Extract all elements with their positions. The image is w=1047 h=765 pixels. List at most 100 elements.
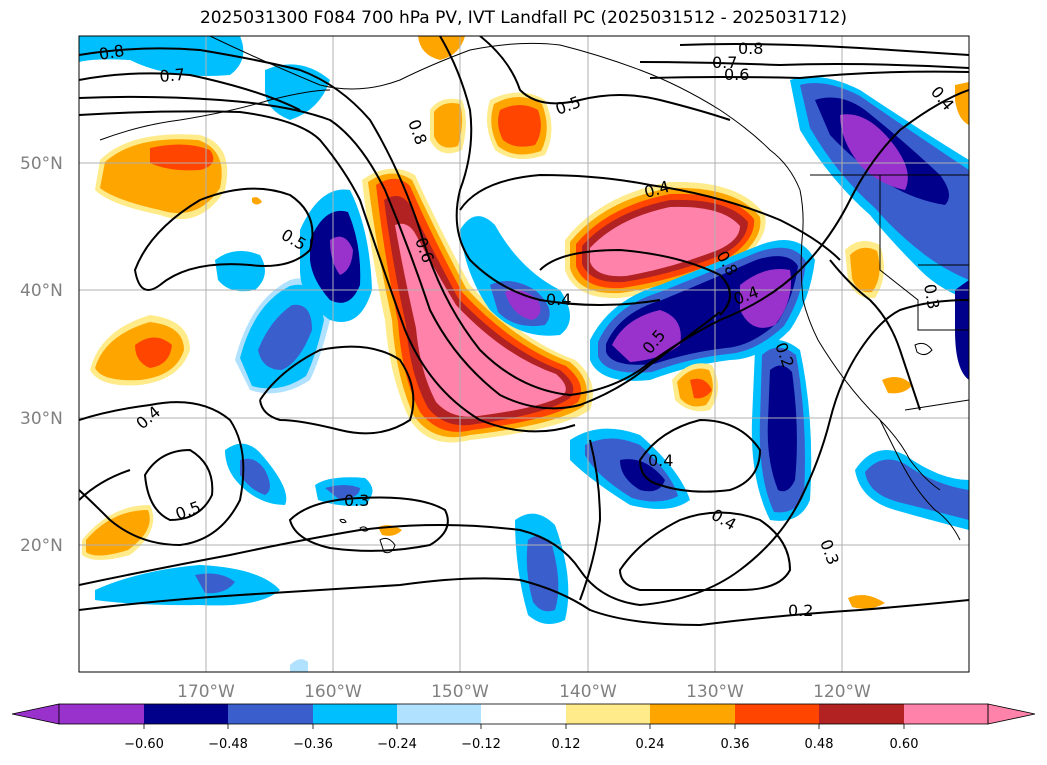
colorbar-seg-1 <box>59 704 144 724</box>
contour-08-right <box>679 43 969 56</box>
shade-purple-ne <box>840 114 908 190</box>
coast-baja <box>879 419 961 541</box>
shade-pink-streak <box>395 223 566 417</box>
colorbar-seg-5 <box>397 704 481 724</box>
contour-03-right <box>799 299 969 501</box>
lat-tick-labels: 50°N 40°N 30°N 20°N <box>20 154 63 556</box>
colorbar-seg-11 <box>904 704 988 724</box>
colorbar-label: 0.24 <box>636 737 665 752</box>
colorbar-seg-4 <box>313 704 397 724</box>
shade-purple-band1 <box>612 310 681 362</box>
map-grid <box>79 36 969 672</box>
contour-big-south2 <box>79 577 969 627</box>
shade-orange-top150w <box>418 36 465 60</box>
shade-royal-170w15 <box>195 573 235 594</box>
shade-royal-143w18 <box>526 536 559 612</box>
shade-cyan-top <box>265 64 330 120</box>
border-mexico <box>904 399 969 411</box>
colorbar-label: 0.12 <box>552 737 581 752</box>
shade-pink-135w <box>590 206 740 277</box>
colorbar-label: −0.60 <box>124 737 164 752</box>
shade-orange-116w <box>955 82 969 125</box>
border-states1 <box>879 175 969 331</box>
contour-04-se <box>618 511 792 592</box>
shade-orange-120w42b <box>850 247 880 293</box>
colorbar-label: −0.12 <box>461 737 501 752</box>
pv-contours <box>79 36 969 627</box>
contour-vertical-center <box>579 439 602 601</box>
coast-hawaii1 <box>379 537 396 554</box>
lon-tick-170w: 170°W <box>177 682 235 702</box>
colorbar-label: −0.36 <box>293 737 333 752</box>
contour-07-left <box>79 72 301 111</box>
lon-tick-120w: 120°W <box>813 682 871 702</box>
shade-orange-117w14 <box>848 594 885 609</box>
lon-tick-150w: 150°W <box>431 682 489 702</box>
coast-aleutians <box>99 89 331 141</box>
shade-red-145w <box>498 105 541 147</box>
colorbar-seg-10 <box>819 704 904 724</box>
contour-label: 0.4 <box>648 451 673 470</box>
colorbar-label: −0.24 <box>377 737 417 752</box>
contour-04-left <box>79 401 245 547</box>
contour-label: 0.3 <box>344 491 369 510</box>
shade-royal-157w24 <box>325 485 360 500</box>
contour-08-top <box>79 47 301 71</box>
shade-navy-col <box>767 365 797 492</box>
shade-purple-158w <box>330 236 353 275</box>
contour-05-left <box>143 448 214 522</box>
contour-label: 0.8 <box>97 41 125 64</box>
colorbar-label: −0.48 <box>208 737 248 752</box>
colorbar-seg-7 <box>566 704 650 724</box>
shade-orange-148w55b <box>434 103 463 148</box>
chart-title: 2025031300 F084 700 hPa PV, IVT Landfall… <box>199 8 847 28</box>
shade-royal-ssw <box>865 459 969 520</box>
colorbar-label: 0.36 <box>721 737 750 752</box>
contour-mid-loop <box>259 345 415 435</box>
contour-04-mid2 <box>638 418 762 493</box>
shade-red-left35 <box>135 337 172 368</box>
contour-label: 0.3 <box>920 282 943 310</box>
contour-06-right <box>649 70 969 80</box>
shade-purple-band2 <box>740 269 791 328</box>
shade-red-left50 <box>150 144 214 171</box>
colorbar-extend-right <box>987 703 1036 725</box>
lat-tick-40n: 40°N <box>20 281 63 301</box>
shade-orange-117w31 <box>882 376 912 394</box>
colorbar-seg-8 <box>650 704 735 724</box>
contour-05-north <box>479 36 731 121</box>
coast-hawaii3 <box>339 518 347 524</box>
coast-island-se <box>914 342 933 356</box>
colorbar-outline <box>58 703 989 725</box>
shade-cyan-b <box>290 659 308 672</box>
contour-label: 0.4 <box>546 290 571 309</box>
lon-tick-160w: 160°W <box>304 682 362 702</box>
colorbar-seg-3 <box>228 704 313 724</box>
contour-trough1 <box>299 69 969 397</box>
contour-label: 0.7 <box>159 65 186 86</box>
colorbar-extend-left <box>11 703 60 725</box>
lat-tick-50n: 50°N <box>20 154 63 174</box>
contour-04-mid <box>459 173 841 261</box>
shade-cyan-165w <box>215 251 265 292</box>
contour-label: 0.2 <box>788 601 813 620</box>
shade-royal-165w27 <box>240 458 270 495</box>
contour-03-mid <box>288 496 449 552</box>
colorbar-ticks <box>143 724 905 729</box>
colorbar-label: 0.60 <box>890 737 919 752</box>
shade-red-134w32 <box>690 378 712 399</box>
colorbar-seg-6 <box>481 704 566 724</box>
shade-royal-162w <box>258 304 312 370</box>
contour-label: 0.6 <box>724 65 749 84</box>
shade-orange-left20b <box>86 510 150 556</box>
contour-label: 0.7 <box>712 53 737 72</box>
lon-tick-130w: 130°W <box>686 682 744 702</box>
shade-cyan-topleft <box>79 36 244 76</box>
contour-big-south1 <box>79 499 801 607</box>
colorbar-seg-2 <box>144 704 228 724</box>
colorbar: −0.60 −0.48 −0.36 −0.24 −0.12 0.12 0.24 … <box>11 703 1036 752</box>
shade-orange-166w <box>252 197 262 205</box>
colorbar-seg-9 <box>735 704 819 724</box>
contour-trough3 <box>79 110 576 433</box>
